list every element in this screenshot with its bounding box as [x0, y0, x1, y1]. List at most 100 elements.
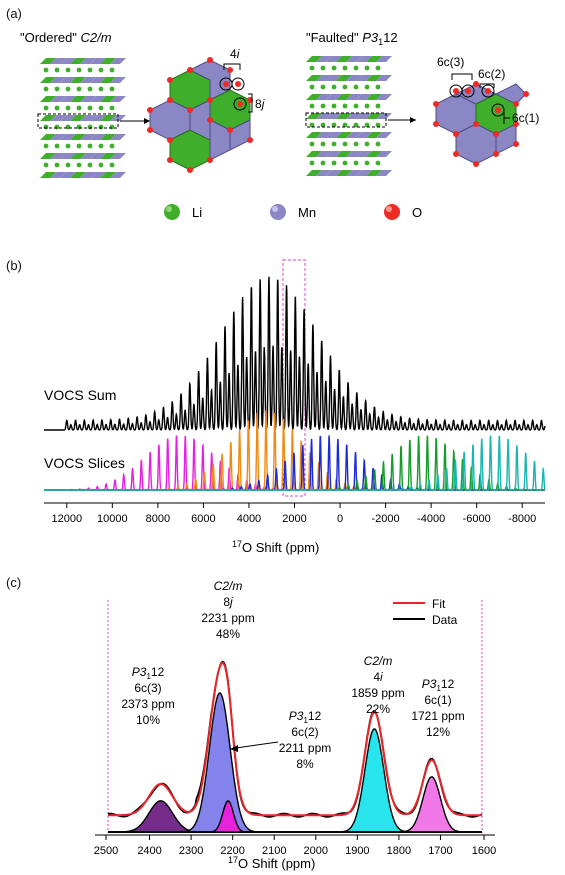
stack-layer	[306, 113, 392, 128]
li-ion	[98, 86, 104, 92]
li-ion	[76, 86, 82, 92]
panel-c-chart: 2500 2400 2300 2200 2100 2000 1900 1800 1700 1600…	[94, 579, 496, 871]
svg-text:12%: 12%	[426, 725, 450, 739]
li-ion	[65, 105, 71, 111]
label-6c1: 6c(1)	[512, 111, 539, 125]
slice-line	[44, 435, 546, 491]
li-ion	[309, 160, 315, 166]
x-tick-label: 4000	[237, 513, 261, 525]
svg-text:1859 ppm: 1859 ppm	[351, 686, 404, 700]
x-tick-label: -4000	[417, 513, 445, 525]
vocs-slices-label: VOCS Slices	[44, 455, 125, 471]
x-axis-title: 17O Shift (ppm)	[228, 855, 315, 871]
li-ion	[98, 105, 104, 111]
oxygen-atom	[207, 157, 213, 163]
li-ion	[109, 105, 115, 111]
oxygen-atom	[147, 127, 153, 133]
oxygen-atom	[473, 81, 479, 87]
panel-c-label: (c)	[6, 575, 22, 590]
oxygen-atom	[187, 67, 193, 73]
li-ion	[331, 84, 337, 90]
stack-layer	[306, 132, 392, 147]
stack-layer	[40, 77, 126, 92]
stack-layer	[306, 170, 392, 176]
li-ion	[375, 160, 381, 166]
faulted-layer-stack	[305, 56, 416, 176]
li-ion	[320, 122, 326, 128]
ordered-layer-stack	[37, 58, 150, 178]
peak-label-8j: C2/m 8j 2231 ppm 48%	[201, 579, 254, 641]
oxygen-atom	[207, 117, 213, 123]
li-ion	[109, 143, 115, 149]
li-ion	[353, 84, 359, 90]
stack-layer	[40, 172, 126, 178]
li-ion	[364, 103, 370, 109]
li-ion	[353, 141, 359, 147]
x-tick-label: -8000	[508, 513, 536, 525]
legend-mn: Mn	[298, 205, 316, 220]
li-ion	[76, 143, 82, 149]
ordered-title: "Ordered" C2/m	[20, 30, 112, 45]
stack-layer	[40, 134, 126, 149]
panel-a-label: (a)	[6, 6, 22, 21]
li-ion	[342, 141, 348, 147]
x-tick-label: 1600	[472, 845, 496, 857]
svg-text:C2/m: C2/m	[364, 654, 393, 668]
li-ion	[364, 160, 370, 166]
x-tick-label: -2000	[372, 513, 400, 525]
svg-text:8%: 8%	[296, 757, 314, 771]
li-ion	[65, 143, 71, 149]
oxygen-atom	[493, 151, 499, 157]
li-ion	[54, 143, 60, 149]
oxygen-atom	[237, 101, 243, 107]
legend-li: Li	[192, 205, 202, 220]
peak-label-6c2: P3112 6c(2) 2211 ppm 8%	[230, 709, 331, 771]
li-ion	[309, 65, 315, 71]
oxygen-atom	[207, 57, 213, 63]
li-ion	[309, 103, 315, 109]
li-ion	[43, 143, 49, 149]
li-ion	[43, 124, 49, 130]
li-ion	[43, 86, 49, 92]
li-ion	[109, 162, 115, 168]
label-6c2: 6c(2)	[478, 67, 505, 81]
oxygen-atom	[207, 97, 213, 103]
stack-layer	[40, 115, 126, 130]
x-tick-label: 1900	[345, 845, 369, 857]
oxygen-atom	[473, 121, 479, 127]
stack-layer	[40, 58, 126, 73]
svg-text:2373 ppm: 2373 ppm	[121, 697, 174, 711]
legend-data: Data	[432, 613, 458, 627]
oxygen-atom	[147, 107, 153, 113]
x-ticks: 2500 2400 2300 2200 2100 2000 1900 1800 1700 1600	[94, 835, 496, 857]
li-ion	[109, 67, 115, 73]
oxygen-atom	[235, 81, 241, 87]
li-ion	[320, 65, 326, 71]
li-ion	[342, 103, 348, 109]
oxygen-atom	[453, 88, 459, 94]
li-ion	[87, 162, 93, 168]
x-axis-title: 17O Shift (ppm)	[232, 539, 319, 555]
oxygen-atom	[167, 137, 173, 143]
oxygen-atom	[473, 161, 479, 167]
panel-b-label: (b)	[6, 258, 22, 273]
vocs-sum-trace	[44, 276, 546, 431]
faulted-honeycomb	[433, 73, 529, 167]
svg-text:6c(3): 6c(3)	[134, 681, 161, 695]
li-ion	[65, 86, 71, 92]
li-ion	[353, 65, 359, 71]
li-ion	[87, 86, 93, 92]
li-ion	[342, 122, 348, 128]
li-ion	[331, 122, 337, 128]
stack-layer	[306, 56, 392, 71]
li-ion	[375, 65, 381, 71]
li-ion	[364, 84, 370, 90]
li-ion	[342, 65, 348, 71]
li-ion	[309, 141, 315, 147]
svg-text:P3112: P3112	[289, 709, 322, 725]
oxygen-atom	[227, 127, 233, 133]
li-ion	[65, 67, 71, 73]
li-ion	[54, 67, 60, 73]
stack-layer	[40, 153, 126, 168]
li-ion	[43, 67, 49, 73]
